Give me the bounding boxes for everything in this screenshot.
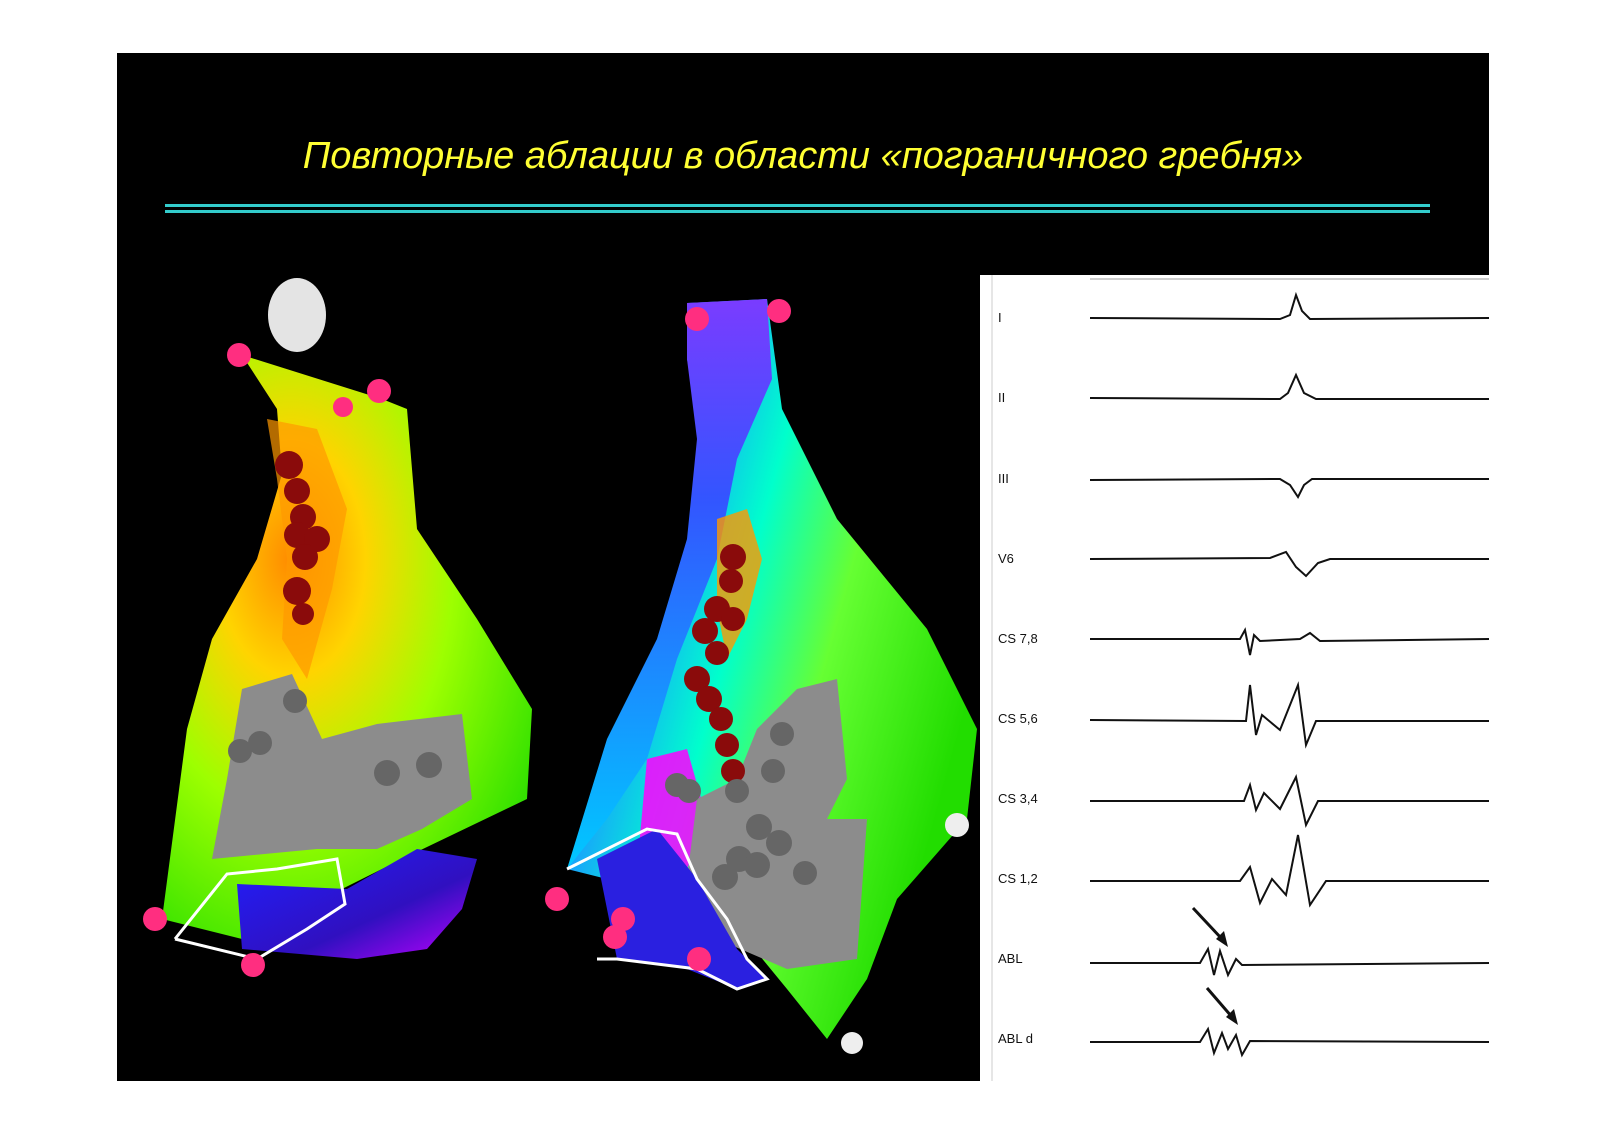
ablation-points	[684, 544, 746, 783]
slide: Повторные аблации в области «пограничног…	[117, 53, 1489, 1081]
trace-III	[1089, 477, 1489, 499]
lead-label-II: II	[998, 390, 1006, 405]
scar-area	[687, 679, 867, 969]
slide-title: Повторные аблации в области «пограничног…	[302, 135, 1304, 177]
arrow-annotation-abl-d	[1205, 987, 1238, 1025]
trace-ABL	[1090, 946, 1489, 978]
trace-ABL-d	[1090, 1026, 1489, 1058]
boundary-line	[173, 857, 347, 961]
gray-spheres	[228, 689, 442, 786]
ablation-points	[275, 451, 330, 625]
ecg-traces	[991, 275, 1489, 1081]
lead-label-CS-5-6: CS 5,6	[998, 711, 1038, 726]
lead-label-ABL: ABL	[998, 951, 1023, 966]
arrow-annotation-abl	[1191, 906, 1228, 947]
lower-blue-region	[597, 829, 767, 989]
trace-CS-7-8	[1090, 627, 1489, 656]
lead-label-I: I	[998, 310, 1002, 325]
scar-area	[212, 674, 472, 859]
lead-label-V6: V6	[998, 551, 1014, 566]
pink-markers	[143, 343, 391, 977]
trace-CS-1-2	[1090, 834, 1489, 908]
left-activation-map	[117, 259, 547, 1081]
title-underline-top	[165, 204, 1430, 207]
trace-I	[1089, 291, 1489, 321]
lead-label-III: III	[998, 471, 1009, 486]
white-marker	[841, 1032, 863, 1054]
gray-spheres	[665, 722, 817, 890]
lead-label-ABL-d: ABL d	[998, 1031, 1033, 1046]
upper-blue-region	[567, 299, 772, 869]
lead-label-CS-1-2: CS 1,2	[998, 871, 1038, 886]
pink-markers	[545, 299, 791, 971]
white-ellipse-marker	[268, 278, 326, 352]
title-underline-bottom	[165, 210, 1430, 213]
trace-CS-5-6	[1089, 681, 1489, 749]
white-marker	[945, 813, 969, 837]
lead-label-CS-3-4: CS 3,4	[998, 791, 1038, 806]
lead-label-CS-7-8: CS 7,8	[998, 631, 1038, 646]
trace-V6	[1089, 550, 1489, 578]
ecg-panel: I II III V6 CS 7,8 CS 5,6 CS 3,4 CS 1,2 …	[980, 275, 1489, 1081]
trace-II	[1089, 372, 1489, 401]
right-activation-map	[537, 259, 1097, 1081]
trace-CS-3-4	[1090, 773, 1489, 829]
blue-region	[237, 849, 477, 959]
boundary-line	[566, 827, 770, 991]
